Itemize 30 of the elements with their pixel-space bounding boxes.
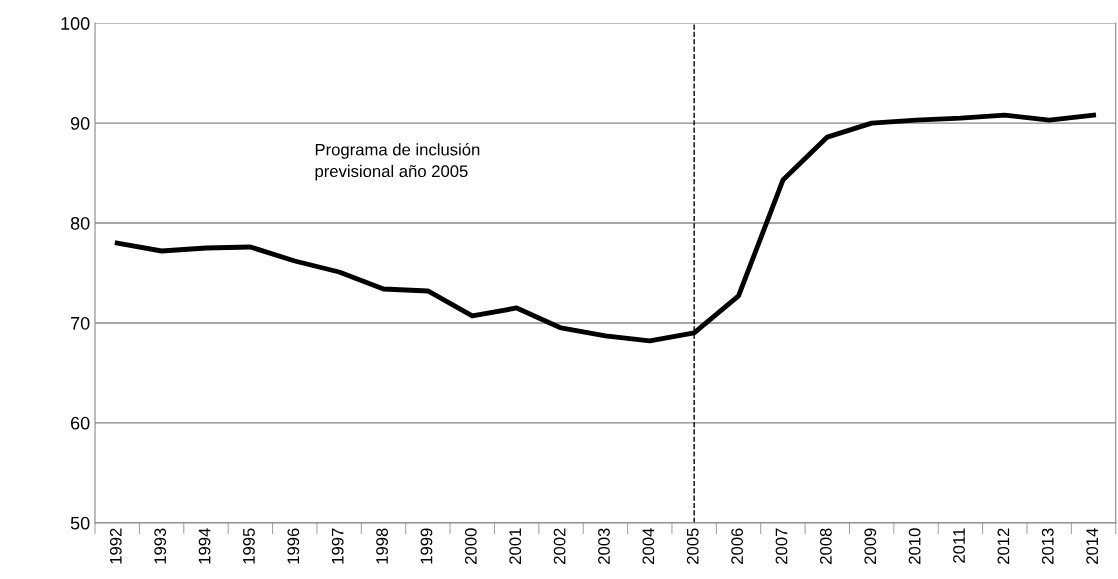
x-tick-label: 1999: [420, 528, 433, 564]
x-tick-label: 1997: [331, 528, 344, 564]
y-tick-label: 60: [71, 416, 90, 430]
x-tick-label: 1998: [376, 528, 388, 564]
x-tick-label: 2010: [908, 528, 921, 564]
x-tick-label: 2001: [509, 528, 522, 564]
x-tick-label: 2011: [953, 528, 965, 563]
x-tick-label: 1995: [243, 528, 255, 564]
y-tick-label: 70: [71, 316, 90, 330]
x-tick-label: 2000: [464, 528, 477, 564]
x-tick-label: 2003: [598, 528, 610, 564]
x-tick-label: 2007: [775, 528, 788, 564]
y-tick-label: 90: [70, 117, 90, 130]
x-tick-label: 1993: [154, 528, 167, 564]
x-tick-label: 1996: [287, 528, 300, 564]
x-tick-label: 2006: [731, 528, 744, 564]
annotation: Programa de inclusión previsional año 2005: [315, 143, 480, 181]
x-tick-label: 1992: [109, 528, 122, 564]
x-tick-label: 2009: [864, 528, 877, 564]
x-tick-label: 2002: [553, 528, 566, 564]
x-tick-label: 1994: [198, 528, 211, 564]
x-tick-label: 2005: [686, 528, 699, 564]
x-tick-label: 2013: [1041, 528, 1054, 564]
y-tick-label: 80: [70, 216, 90, 230]
y-tick-label: 100: [61, 17, 90, 30]
x-tick-label: 2012: [997, 528, 1010, 564]
x-tick-label: 2004: [642, 528, 655, 564]
y-tick-label: 50: [70, 516, 90, 530]
x-tick-label: 2008: [819, 528, 832, 564]
x-tick-label: 2014: [1086, 528, 1099, 564]
